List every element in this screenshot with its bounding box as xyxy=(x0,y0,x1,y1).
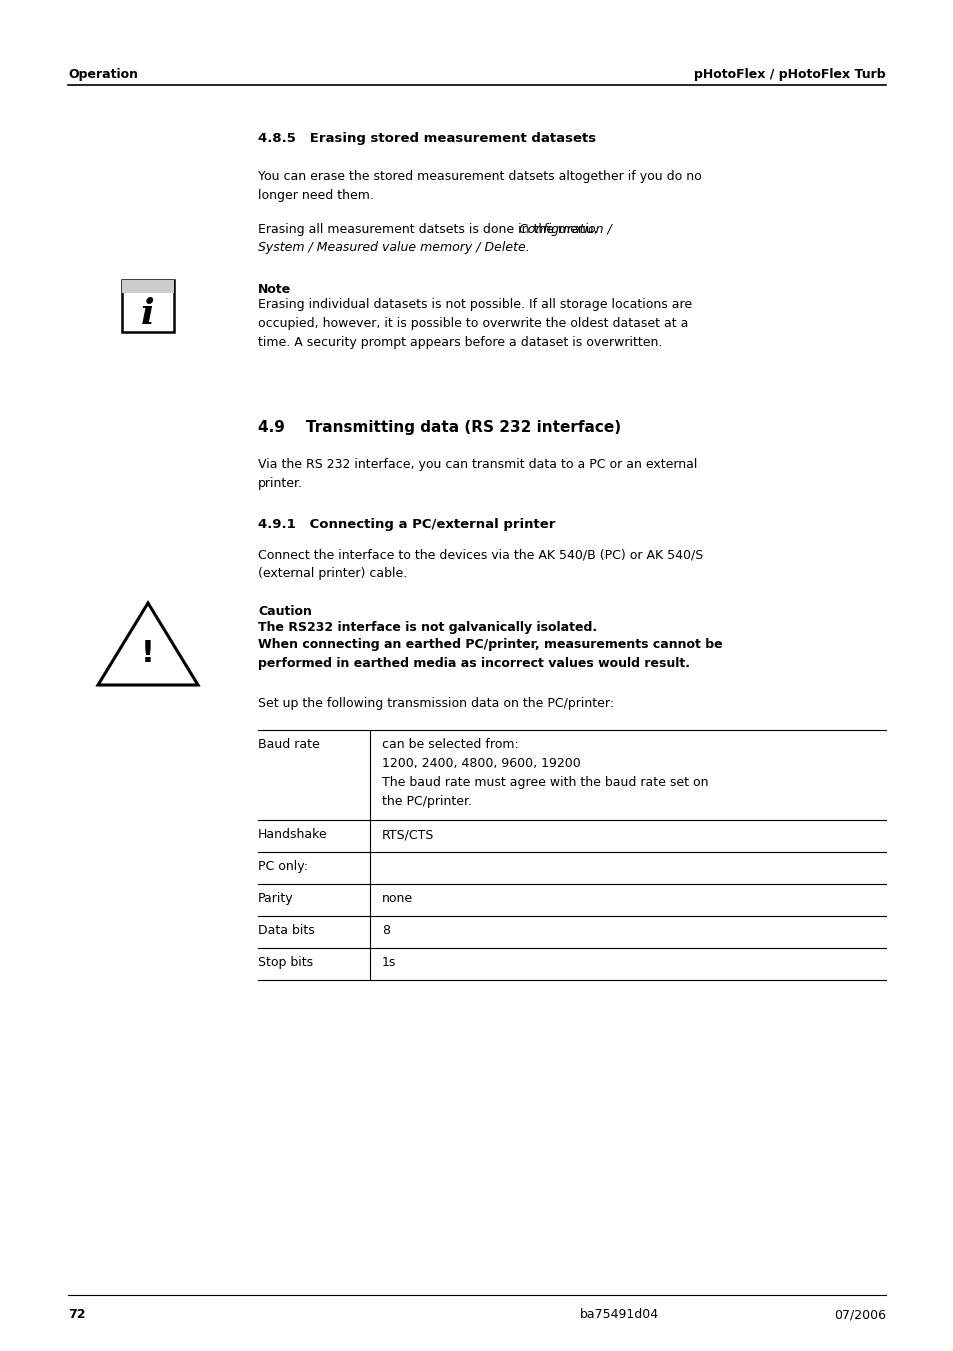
Text: 4.8.5   Erasing stored measurement datasets: 4.8.5 Erasing stored measurement dataset… xyxy=(257,132,596,145)
Text: 07/2006: 07/2006 xyxy=(833,1308,885,1321)
Text: pHotoFlex / pHotoFlex Turb: pHotoFlex / pHotoFlex Turb xyxy=(694,68,885,81)
Text: RTS/CTS: RTS/CTS xyxy=(381,828,434,842)
Text: The RS232 interface is not galvanically isolated.: The RS232 interface is not galvanically … xyxy=(257,621,597,634)
Text: When connecting an earthed PC/printer, measurements cannot be
performed in earth: When connecting an earthed PC/printer, m… xyxy=(257,638,721,670)
Text: Caution: Caution xyxy=(257,605,312,617)
Text: 4.9.1   Connecting a PC/external printer: 4.9.1 Connecting a PC/external printer xyxy=(257,517,555,531)
Text: 1s: 1s xyxy=(381,957,395,969)
Text: Data bits: Data bits xyxy=(257,924,314,938)
FancyBboxPatch shape xyxy=(122,280,173,293)
Text: Stop bits: Stop bits xyxy=(257,957,313,969)
Text: none: none xyxy=(381,892,413,905)
Text: Erasing all measurement datsets is done in the menu,: Erasing all measurement datsets is done … xyxy=(257,223,601,236)
Text: ba75491d04: ba75491d04 xyxy=(579,1308,659,1321)
Text: Baud rate: Baud rate xyxy=(257,738,319,751)
Text: PC only:: PC only: xyxy=(257,861,308,873)
Text: System / Measured value memory / Delete.: System / Measured value memory / Delete. xyxy=(257,240,529,254)
Polygon shape xyxy=(98,603,198,685)
Text: Parity: Parity xyxy=(257,892,294,905)
Text: Handshake: Handshake xyxy=(257,828,327,842)
FancyBboxPatch shape xyxy=(122,280,173,332)
Text: Set up the following transmission data on the PC/printer:: Set up the following transmission data o… xyxy=(257,697,614,711)
Text: 8: 8 xyxy=(381,924,390,938)
Text: !: ! xyxy=(141,639,154,669)
Text: Operation: Operation xyxy=(68,68,138,81)
Text: i: i xyxy=(141,297,154,331)
Text: Note: Note xyxy=(257,282,291,296)
Text: Connect the interface to the devices via the AK 540/B (PC) or AK 540/S
(external: Connect the interface to the devices via… xyxy=(257,549,702,580)
Text: Erasing individual datasets is not possible. If all storage locations are
occupi: Erasing individual datasets is not possi… xyxy=(257,299,691,349)
Text: can be selected from:
1200, 2400, 4800, 9600, 19200
The baud rate must agree wit: can be selected from: 1200, 2400, 4800, … xyxy=(381,738,708,808)
Text: 4.9    Transmitting data (RS 232 interface): 4.9 Transmitting data (RS 232 interface) xyxy=(257,420,620,435)
Text: Configuration /: Configuration / xyxy=(518,223,611,236)
Text: Via the RS 232 interface, you can transmit data to a PC or an external
printer.: Via the RS 232 interface, you can transm… xyxy=(257,458,697,490)
Text: 72: 72 xyxy=(68,1308,86,1321)
Text: You can erase the stored measurement datsets altogether if you do no
longer need: You can erase the stored measurement dat… xyxy=(257,170,701,203)
